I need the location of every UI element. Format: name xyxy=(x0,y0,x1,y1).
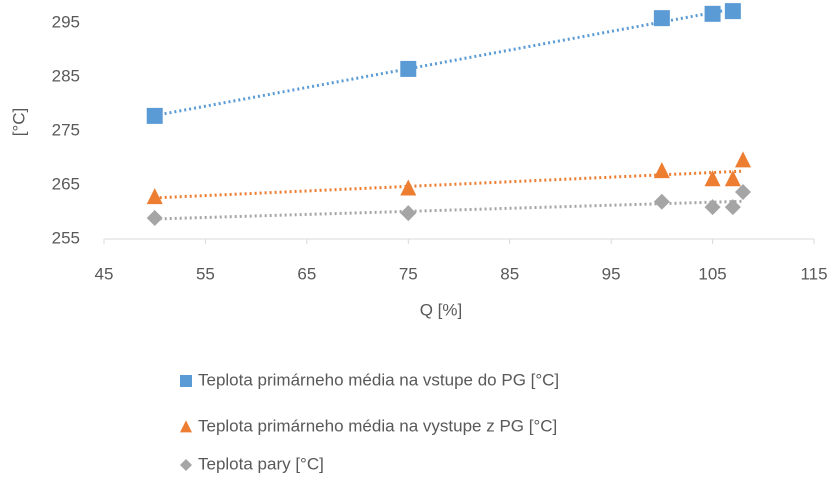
x-tick-label: 85 xyxy=(500,264,519,283)
legend-label: Teplota primárneho média na vstupe do PG… xyxy=(198,370,559,389)
x-tick-label: 65 xyxy=(297,264,316,283)
marker xyxy=(180,420,192,433)
marker xyxy=(653,10,670,27)
marker xyxy=(724,3,741,20)
y-axis-title: [°C] xyxy=(9,108,28,137)
marker xyxy=(724,170,741,187)
marker xyxy=(400,179,417,196)
legend-label: Teplota pary [°C] xyxy=(198,454,324,473)
marker xyxy=(653,193,670,210)
marker xyxy=(704,170,721,187)
y-tick-label: 265 xyxy=(52,174,80,193)
y-tick-label: 295 xyxy=(52,12,80,31)
marker xyxy=(146,209,163,226)
legend-label: Teplota primárneho média na vystupe z PG… xyxy=(198,416,557,435)
trendline xyxy=(154,7,734,117)
marker xyxy=(724,199,741,216)
marker xyxy=(735,184,751,201)
marker xyxy=(180,459,192,471)
x-axis-title: Q [%] xyxy=(420,300,463,319)
marker xyxy=(146,188,163,205)
x-tick-label: 115 xyxy=(800,264,827,283)
marker xyxy=(146,107,163,124)
marker xyxy=(180,375,192,387)
x-tick-label: 45 xyxy=(95,264,114,283)
x-tick-label: 105 xyxy=(698,264,726,283)
trendline xyxy=(154,169,744,200)
x-tick-label: 55 xyxy=(196,264,215,283)
marker xyxy=(735,151,751,168)
trendline xyxy=(154,199,744,221)
x-tick-label: 75 xyxy=(399,264,418,283)
y-tick-label: 255 xyxy=(52,228,80,247)
x-tick-label: 95 xyxy=(602,264,621,283)
y-tick-label: 285 xyxy=(52,66,80,85)
marker xyxy=(653,162,670,179)
marker xyxy=(400,60,417,77)
marker xyxy=(704,5,721,22)
marker xyxy=(704,199,721,216)
y-tick-label: 275 xyxy=(52,120,80,139)
marker xyxy=(400,205,417,222)
